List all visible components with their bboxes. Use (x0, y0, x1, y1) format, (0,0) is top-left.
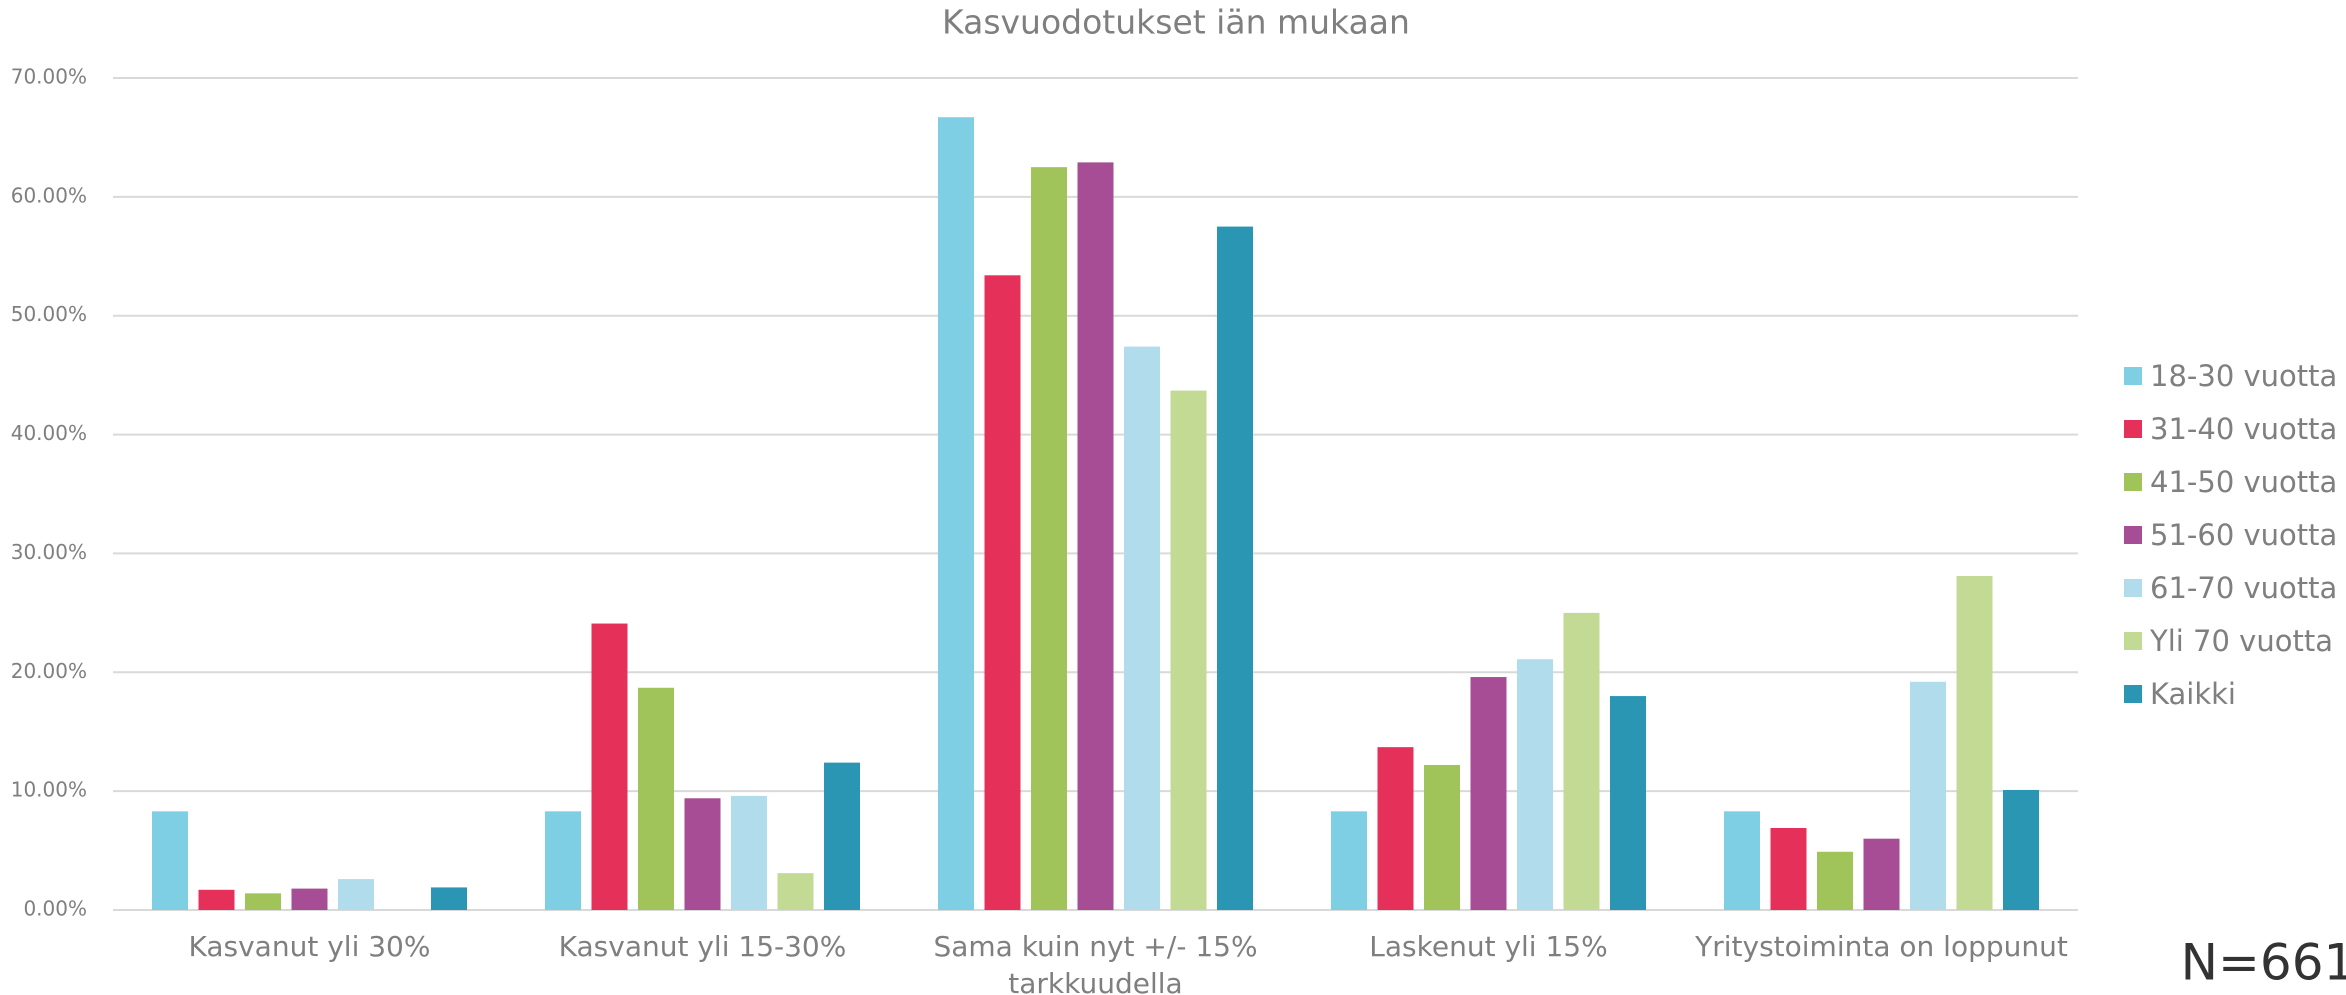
bar (545, 811, 581, 910)
legend-swatch (2124, 367, 2142, 385)
legend-item: 41-50 vuotta (2124, 462, 2337, 502)
legend-swatch (2124, 685, 2142, 703)
bar (1770, 827, 1807, 910)
bar (1217, 226, 1253, 911)
bar (1031, 167, 1067, 911)
bar (731, 795, 767, 910)
bar (198, 889, 235, 910)
legend-label: 31-40 vuotta (2150, 412, 2338, 446)
bar (1724, 811, 1760, 910)
bar (638, 687, 674, 910)
bar (1610, 696, 1646, 910)
x-tick-label: Kasvanut yli 15-30% (558, 930, 847, 963)
x-tick-label: Kasvanut yli 30% (188, 930, 431, 963)
bar (1124, 346, 1160, 910)
bar (1517, 659, 1553, 910)
bar (245, 893, 281, 910)
legend-swatch (2124, 420, 2142, 438)
bar (1863, 838, 1900, 910)
y-tick-label: 50.00% (11, 302, 87, 326)
y-tick-label: 20.00% (11, 659, 87, 683)
bar (431, 887, 467, 910)
x-tick-label: Sama kuin nyt +/- 15% tarkkuudella (933, 930, 1258, 995)
y-tick-label: 0.00% (23, 897, 87, 921)
legend-item: 61-70 vuotta (2124, 568, 2337, 608)
bar (1470, 677, 1507, 910)
annotation: N=661 (2181, 934, 2346, 992)
legend-item: Yli 70 vuotta (2124, 621, 2333, 661)
legend-swatch (2124, 473, 2142, 491)
y-tick-label: 10.00% (11, 778, 87, 802)
legend-label: 18-30 vuotta (2150, 359, 2338, 393)
x-tick-label: Laskenut yli 15% (1369, 930, 1608, 963)
y-tick-label: 70.00% (11, 65, 87, 89)
bar (152, 811, 188, 910)
bar (1331, 811, 1367, 910)
bar (1424, 764, 1460, 910)
bar (1910, 681, 1946, 910)
y-tick-label: 60.00% (11, 183, 87, 207)
legend-label: Yli 70 vuotta (2150, 624, 2333, 658)
bar (1170, 390, 1207, 910)
legend-swatch (2124, 526, 2142, 544)
bar (291, 888, 328, 910)
bar (1563, 612, 1600, 910)
bar (338, 879, 374, 910)
bar (1817, 851, 1853, 910)
legend-item: 18-30 vuotta (2124, 356, 2337, 396)
bar (824, 762, 860, 910)
y-tick-label: 40.00% (11, 421, 87, 445)
bar (984, 275, 1021, 910)
y-tick-label: 30.00% (11, 540, 87, 564)
bar (2003, 789, 2039, 910)
legend-label: 51-60 vuotta (2150, 518, 2338, 552)
bar (684, 798, 721, 910)
legend-label: Kaikki (2150, 677, 2236, 711)
bar (777, 873, 814, 910)
legend-item: 31-40 vuotta (2124, 409, 2337, 449)
legend-label: 41-50 vuotta (2150, 465, 2338, 499)
legend-swatch (2124, 579, 2142, 597)
bar (1377, 747, 1414, 910)
legend-swatch (2124, 632, 2142, 650)
legend-item: Kaikki (2124, 674, 2236, 714)
bar (1077, 162, 1114, 911)
bar (938, 117, 974, 911)
bar (1956, 576, 1993, 910)
legend-label: 61-70 vuotta (2150, 571, 2338, 605)
legend-item: 51-60 vuotta (2124, 515, 2337, 555)
chart-title: Kasvuodotukset iän mukaan (942, 3, 1410, 42)
x-tick-label: Yritystoiminta on loppunut (1695, 930, 2068, 963)
bar (591, 623, 628, 910)
